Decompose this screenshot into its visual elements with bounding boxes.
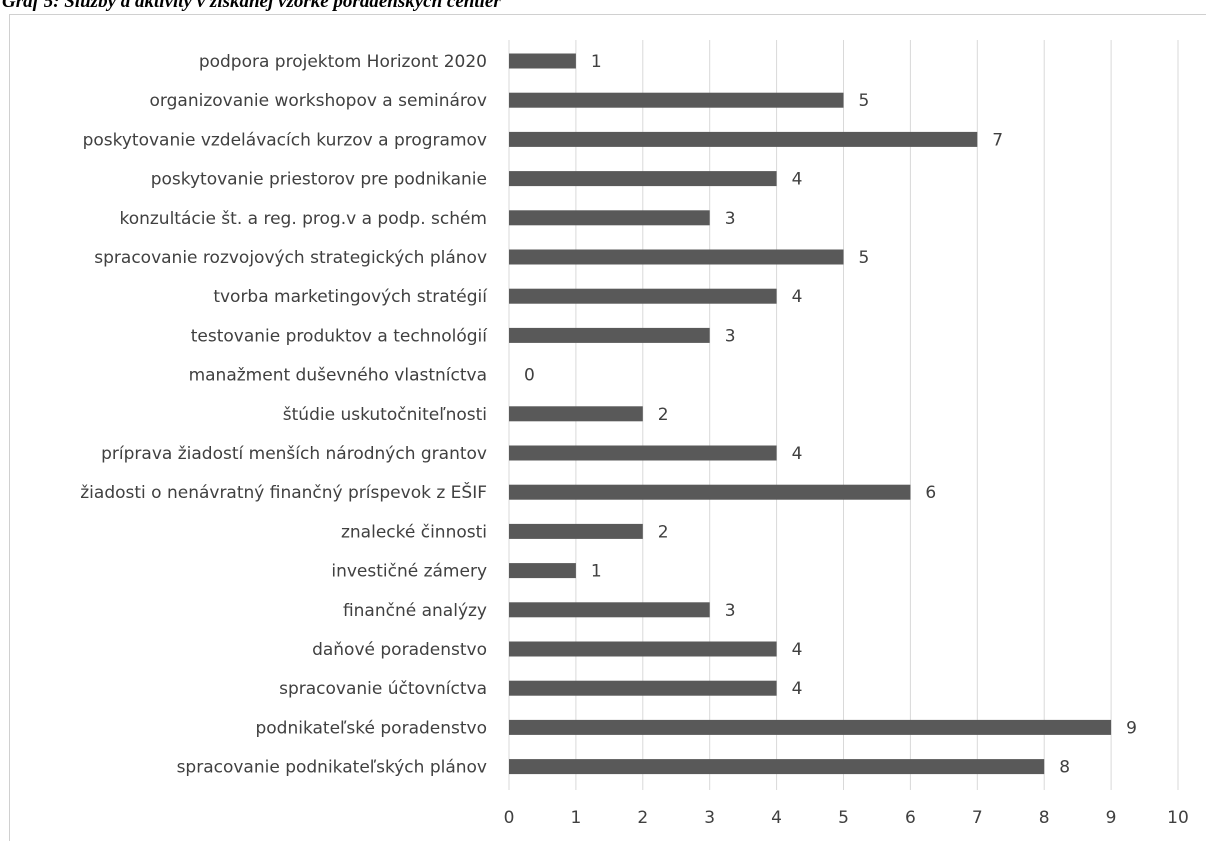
category-label: investičné zámery: [331, 562, 487, 582]
bar: [509, 249, 844, 265]
x-tick-label: 4: [771, 808, 782, 828]
x-tick-label: 1: [570, 808, 581, 828]
data-label: 4: [792, 640, 803, 660]
data-label: 2: [658, 522, 669, 542]
bar: [509, 719, 1112, 735]
category-label: žiadosti o nenávratný finančný príspevok…: [80, 481, 487, 503]
bar: [509, 131, 978, 147]
category-label: daňové poradenstvo: [312, 640, 487, 660]
category-label: manažment duševného vlastníctva: [189, 366, 487, 386]
category-label: podpora projektom Horizont 2020: [199, 52, 487, 72]
x-tick-label: 5: [838, 808, 849, 828]
bar: [509, 210, 710, 226]
category-label: tvorba marketingových stratégií: [213, 287, 488, 307]
bar: [509, 641, 777, 657]
data-label: 5: [859, 91, 870, 111]
x-tick-label: 3: [704, 808, 715, 828]
data-label: 8: [1059, 758, 1070, 778]
data-label: 5: [859, 248, 870, 268]
data-label: 4: [792, 444, 803, 464]
category-label: poskytovanie priestorov pre podnikanie: [151, 170, 487, 190]
category-label: poskytovanie vzdelávacích kurzov a progr…: [83, 130, 487, 150]
bar: [509, 445, 777, 461]
category-label: štúdie uskutočniteľnosti: [283, 405, 487, 425]
data-label: 3: [725, 209, 736, 229]
data-label: 4: [792, 287, 803, 307]
category-label: príprava žiadostí menších národných gran…: [101, 444, 487, 464]
category-label: finančné analýzy: [343, 601, 487, 621]
category-label: spracovanie podnikateľských plánov: [177, 758, 487, 778]
bar: [509, 53, 576, 69]
x-tick-label: 0: [504, 808, 515, 828]
category-label: konzultácie št. a reg. prog.v a podp. sc…: [119, 209, 487, 229]
data-label: 9: [1126, 718, 1137, 738]
category-label: spracovanie rozvojových strategických pl…: [94, 248, 487, 268]
data-label: 1: [591, 52, 602, 72]
bar: [509, 759, 1045, 775]
bar: [509, 484, 911, 500]
x-tick-label: 10: [1167, 808, 1189, 828]
category-label: spracovanie účtovníctva: [279, 679, 487, 699]
data-label: 0: [524, 366, 535, 386]
category-label: znalecké činnosti: [341, 522, 487, 542]
data-label: 4: [792, 679, 803, 699]
bar: [509, 680, 777, 696]
bar: [509, 523, 643, 539]
bar: [509, 288, 777, 304]
data-label: 3: [725, 326, 736, 346]
bar: [509, 92, 844, 108]
bar: [509, 563, 576, 579]
data-label: 6: [925, 483, 936, 503]
x-tick-label: 8: [1039, 808, 1050, 828]
x-tick-label: 2: [637, 808, 648, 828]
chart-frame: [9, 14, 1206, 841]
bar: [509, 406, 643, 422]
category-label: organizovanie workshopov a seminárov: [150, 91, 487, 111]
bar: [509, 602, 710, 618]
data-label: 1: [591, 562, 602, 582]
data-label: 4: [792, 170, 803, 190]
bar: [509, 171, 777, 187]
data-label: 3: [725, 601, 736, 621]
x-tick-label: 7: [972, 808, 983, 828]
chart-caption: Graf 5: Služby a aktivity v získanej vzo…: [2, 0, 501, 12]
category-label: testovanie produktov a technológií: [191, 326, 489, 346]
data-label: 2: [658, 405, 669, 425]
data-label: 7: [992, 130, 1003, 150]
x-tick-label: 6: [905, 808, 916, 828]
bar: [509, 327, 710, 343]
category-label: podnikateľské poradenstvo: [255, 718, 487, 738]
x-tick-label: 9: [1106, 808, 1117, 828]
